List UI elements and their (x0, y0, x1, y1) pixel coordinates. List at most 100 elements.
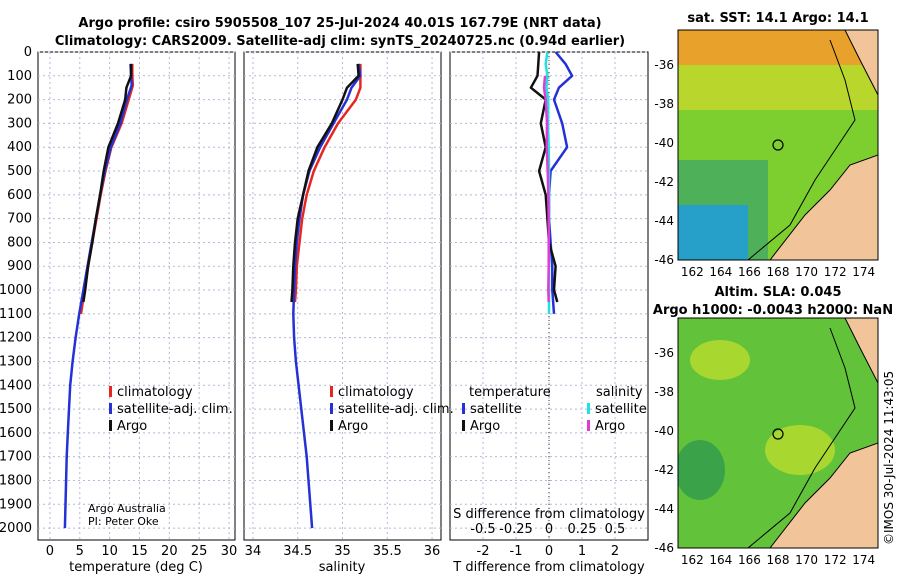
depth-tick-label: 1300 (0, 354, 32, 369)
lon-tick-label: 166 (738, 553, 761, 567)
series-line-climatology (293, 63, 362, 303)
lon-tick-label: 168 (767, 553, 790, 567)
legend-temperature-title: temperature (469, 385, 551, 400)
figure-title-line1: Argo profile: csiro 5905508_107 25-Jul-2… (78, 16, 601, 31)
legend-s-satellite-label: satellite (595, 402, 647, 417)
depth-tick-label: 1200 (0, 331, 32, 346)
x-tick-label: 0 (545, 544, 553, 559)
series-line-satellite (292, 63, 362, 529)
depth-tick-label: 1000 (0, 283, 32, 298)
lon-tick-label: 172 (824, 265, 847, 279)
sst-warm-mid (678, 65, 878, 110)
t-difference-axis-label: T difference from climatology (452, 560, 645, 575)
depth-tick-label: 300 (7, 116, 32, 131)
depth-axis-labels: 0 100 200 300 400 500 600 700 800 900 1000 1100 1200… (0, 45, 32, 536)
salinity-axis-label: salinity (319, 560, 366, 575)
lat-tick-label: -40 (654, 424, 674, 438)
sla-map-title-line2: Argo h1000: -0.0043 h2000: NaN (653, 303, 893, 318)
x-tick-label: 2 (611, 544, 619, 559)
legend-argo-swatch (109, 420, 112, 431)
difference-panel: -2 -1 0 1 2 -0.5 -0.25 0 0.25 0.5 T difference f… (449, 51, 649, 575)
sst-map-frame (677, 29, 879, 261)
depth-tick-label: 900 (7, 259, 32, 274)
x-tick-label: 30 (221, 544, 238, 559)
lon-tick-label: 162 (681, 265, 704, 279)
legend-satellite-label: satellite-adj. clim. (338, 402, 454, 417)
lat-tick-label: -36 (654, 58, 674, 72)
sla-lon-ticks: 162 164 166 168 170 172 174 (681, 553, 875, 567)
difference-profiles (529, 51, 574, 314)
salinity-legend: climatology satellite-adj. clim. Argo (330, 385, 454, 434)
temperature-legend: climatology satellite-adj. clim. Argo (109, 385, 233, 434)
sla-low-patch (678, 440, 725, 500)
salinity-panel: 34 34.5 35 35.5 36 salinity climatology sate… (243, 51, 454, 575)
depth-tick-label: 200 (7, 93, 32, 108)
lat-tick-label: -46 (654, 541, 674, 555)
x-tick-label: 0 (46, 544, 54, 559)
temperature-axis-label: temperature (deg C) (69, 560, 203, 575)
sst-map-title: sat. SST: 14.1 Argo: 14.1 (687, 11, 868, 26)
depth-tick-label: 800 (7, 235, 32, 250)
salinity-tick-label: 0 (545, 522, 553, 537)
argo-float-marker (772, 428, 784, 440)
sla-high-patch (690, 340, 750, 380)
depth-tick-label: 1800 (0, 473, 32, 488)
sla-map-title-line1: Altim. SLA: 0.045 (715, 285, 842, 300)
x-tick-label: 10 (101, 544, 118, 559)
lon-tick-label: 174 (852, 265, 875, 279)
x-tick-label: 5 (76, 544, 84, 559)
salinity-x-ticks: 34 34.5 35 35.5 36 (245, 544, 441, 559)
temperature-panel: 0100200300400500600700800900100011001200… (0, 45, 237, 575)
south-island-land (769, 442, 878, 548)
imos-timestamp: ©IMOS 30-Jul-2024 11:43:05 (882, 371, 896, 545)
depth-tick-label: 100 (7, 69, 32, 84)
lat-tick-label: -38 (654, 97, 674, 111)
legend-argo-label: Argo (117, 419, 147, 434)
legend-salinity-title: salinity (596, 385, 643, 400)
x-tick-label: 20 (161, 544, 178, 559)
depth-tick-label: 1500 (0, 402, 32, 417)
legend-satellite-label: satellite-adj. clim. (117, 402, 233, 417)
salinity-difference-ticks: -0.5 -0.25 0 0.25 0.5 (470, 522, 625, 537)
x-tick-label: 34 (245, 544, 262, 559)
x-tick-label: 15 (131, 544, 148, 559)
legend-t-satellite-label: satellite (470, 402, 522, 417)
series-line-satellite (63, 63, 133, 529)
series-line-satellite (547, 51, 574, 314)
salinity-axes-frame (243, 51, 442, 541)
temperature-x-ticks: 0 5 10 15 20 25 30 (46, 544, 238, 559)
salinity-tick-label: 0.25 (568, 522, 597, 537)
x-tick-label: -2 (477, 544, 490, 559)
sla-lat-ticks: -36 -38 -40 -42 -44 -46 (654, 346, 674, 555)
legend-s-argo-swatch (587, 420, 590, 431)
salinity-gridlines (244, 51, 441, 540)
x-tick-label: 1 (578, 544, 586, 559)
s-difference-axis-label: S difference from climatology (453, 507, 645, 522)
depth-tick-label: 0 (24, 45, 32, 60)
lon-tick-label: 170 (795, 265, 818, 279)
difference-legend: temperature satellite Argo salinity sate… (462, 385, 647, 434)
legend-satellite-swatch (109, 403, 112, 414)
legend-argo-label: Argo (338, 419, 368, 434)
legend-t-argo-label: Argo (470, 419, 500, 434)
legend-climatology-label: climatology (117, 385, 193, 400)
lat-tick-label: -42 (654, 463, 674, 477)
depth-tick-label: 400 (7, 140, 32, 155)
series-line-argo (82, 63, 133, 303)
sst-cold-patch (678, 205, 748, 260)
x-tick-label: 25 (191, 544, 208, 559)
lon-tick-label: 174 (852, 553, 875, 567)
depth-tick-label: 2000 (0, 521, 32, 536)
lat-tick-label: -36 (654, 346, 674, 360)
difference-x-ticks: -2 -1 0 1 2 (477, 544, 620, 559)
sst-lat-ticks: -36 -38 -40 -42 -44 -46 (654, 58, 674, 267)
lon-tick-label: 166 (738, 265, 761, 279)
temperature-profiles (63, 63, 135, 529)
x-tick-label: 35.5 (373, 544, 402, 559)
lon-tick-label: 172 (824, 553, 847, 567)
north-island-land (844, 30, 878, 96)
difference-gridlines (450, 51, 648, 540)
lat-tick-label: -46 (654, 253, 674, 267)
lon-tick-label: 170 (795, 553, 818, 567)
